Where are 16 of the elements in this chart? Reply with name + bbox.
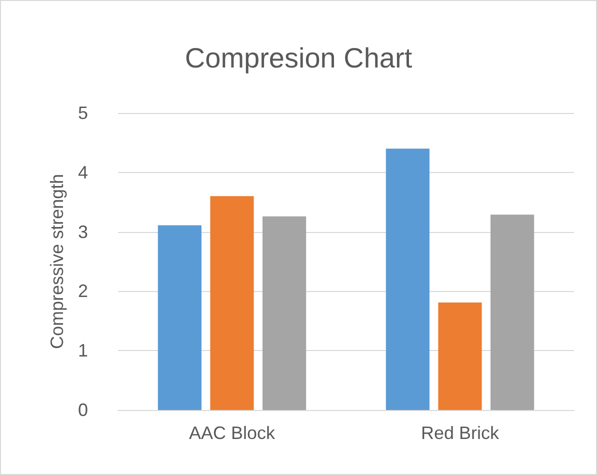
bar [438,302,482,410]
x-tick-label: AAC Block [188,423,276,443]
bar [490,214,534,410]
bar [386,148,430,410]
bar [262,216,306,410]
bar [210,196,254,410]
y-tick-label: 3 [78,222,88,242]
y-axis-title: Compressive strength [47,174,67,350]
y-tick-label: 2 [78,281,88,302]
chart-title: Compresion Chart [184,42,412,74]
bar [158,225,202,410]
y-tick-label: 4 [78,162,88,182]
y-tick-label: 1 [78,340,88,361]
y-tick-label: 0 [78,400,88,420]
x-tick-label: Red Brick [420,423,500,443]
y-tick-label: 5 [78,103,88,123]
